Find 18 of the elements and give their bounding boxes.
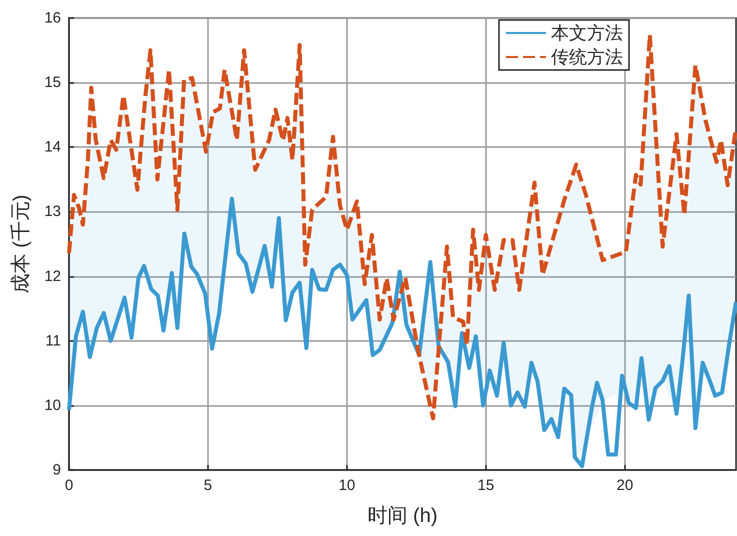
legend-label: 本文方法: [551, 23, 623, 43]
x-tick-label: 5: [204, 477, 212, 494]
x-tick-label: 0: [64, 477, 74, 494]
x-tick-label: 10: [338, 477, 356, 494]
y-tick-label: 9: [52, 462, 61, 478]
line-series: [67, 196, 737, 468]
y-tick-label: 16: [44, 10, 61, 26]
x-tick-label: 15: [478, 477, 494, 494]
y-tick-label: 13: [44, 203, 61, 220]
y-tick-label: 14: [44, 138, 61, 156]
y-tick-label: 11: [45, 332, 61, 350]
x-tick-label: 20: [616, 477, 634, 494]
x-axis-title: 时间 (h): [368, 505, 438, 527]
y-tick-label: 12: [44, 268, 61, 285]
y-axis-title: 成本 (千元): [10, 194, 32, 294]
y-tick-label: 10: [44, 396, 61, 414]
legend-label: 传统方法: [551, 47, 623, 67]
y-tick-label: 15: [44, 74, 61, 92]
